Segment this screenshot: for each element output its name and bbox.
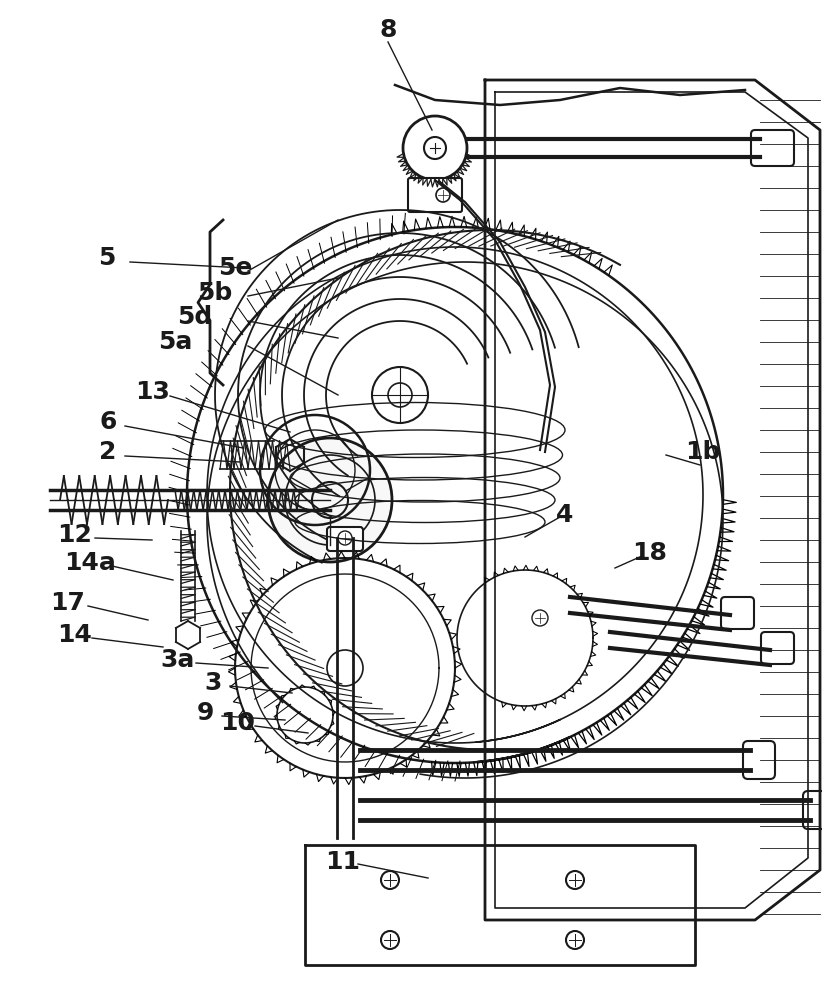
Text: 5: 5 xyxy=(99,246,116,270)
FancyBboxPatch shape xyxy=(751,130,794,166)
FancyBboxPatch shape xyxy=(408,178,462,212)
Text: 14a: 14a xyxy=(64,551,116,575)
FancyBboxPatch shape xyxy=(721,597,754,629)
Text: 10: 10 xyxy=(220,711,256,735)
Text: 5d: 5d xyxy=(178,305,213,329)
FancyBboxPatch shape xyxy=(327,527,363,551)
Text: 5b: 5b xyxy=(197,281,233,305)
Circle shape xyxy=(566,931,584,949)
Text: 14: 14 xyxy=(58,623,92,647)
Text: 11: 11 xyxy=(326,850,361,874)
Text: 8: 8 xyxy=(379,18,397,42)
Text: 4: 4 xyxy=(556,503,574,527)
Circle shape xyxy=(381,931,399,949)
Text: 2: 2 xyxy=(99,440,117,464)
Text: 18: 18 xyxy=(633,541,667,565)
Text: 5a: 5a xyxy=(158,330,192,354)
Text: 6: 6 xyxy=(99,410,117,434)
FancyBboxPatch shape xyxy=(743,741,775,779)
Text: 12: 12 xyxy=(58,523,92,547)
Circle shape xyxy=(268,438,392,562)
Text: 3a: 3a xyxy=(161,648,195,672)
Text: 3: 3 xyxy=(205,671,222,695)
FancyBboxPatch shape xyxy=(803,791,822,829)
Circle shape xyxy=(566,871,584,889)
Text: 17: 17 xyxy=(51,591,85,615)
Text: 13: 13 xyxy=(136,380,170,404)
Text: 5e: 5e xyxy=(218,256,252,280)
Circle shape xyxy=(372,367,428,423)
Text: 1b: 1b xyxy=(686,440,721,464)
FancyBboxPatch shape xyxy=(761,632,794,664)
Text: 9: 9 xyxy=(196,701,214,725)
Circle shape xyxy=(381,871,399,889)
